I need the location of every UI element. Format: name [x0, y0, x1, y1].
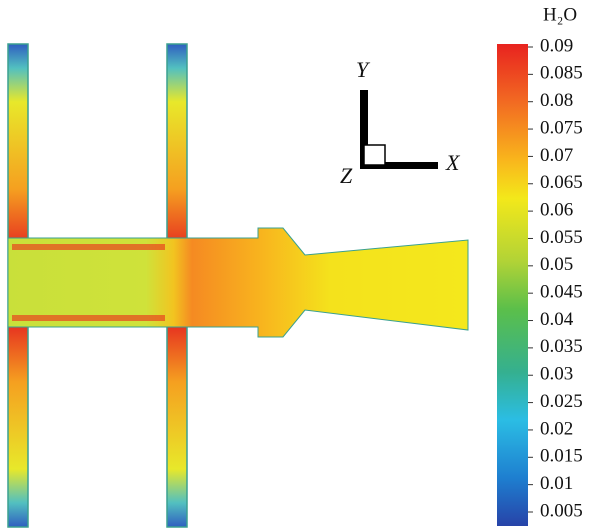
colorbar-title: H₂O — [543, 4, 577, 25]
axis-label: X — [445, 150, 461, 175]
tick-label: 0.09 — [540, 35, 573, 56]
axis-label: Y — [356, 57, 371, 82]
tick-label: 0.025 — [540, 391, 583, 412]
flow-domain — [7, 43, 469, 528]
tick-label: 0.005 — [540, 500, 583, 521]
tick-label: 0.045 — [540, 282, 583, 303]
tick-label: 0.01 — [540, 473, 573, 494]
tick-label: 0.055 — [540, 227, 583, 248]
tick-label: 0.03 — [540, 364, 573, 385]
tick-label: 0.05 — [540, 254, 573, 275]
axis-label: Z — [340, 163, 353, 188]
tick-label: 0.06 — [540, 199, 573, 220]
tick-label: 0.065 — [540, 172, 583, 193]
tick-label: 0.015 — [540, 446, 583, 467]
z-box — [363, 144, 386, 166]
tick-label: 0.075 — [540, 117, 583, 138]
tick-label: 0.04 — [540, 309, 574, 330]
tick-label: 0.085 — [540, 63, 583, 84]
tick-label: 0.035 — [540, 336, 583, 357]
x-arrow — [360, 162, 438, 169]
main-channel — [7, 227, 469, 338]
tick-label: 0.08 — [540, 90, 573, 111]
tick-label: 0.02 — [540, 418, 573, 439]
y-arrow — [360, 90, 368, 169]
tick-label: 0.07 — [540, 145, 573, 166]
axis-triad: Y X Z — [340, 57, 461, 188]
colorbar — [497, 44, 528, 526]
